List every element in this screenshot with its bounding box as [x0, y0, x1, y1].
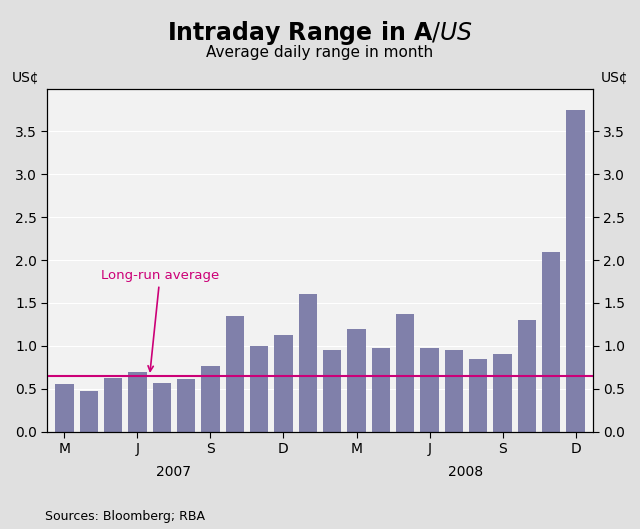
Bar [226, 316, 244, 432]
Bar [396, 314, 414, 432]
Text: US¢: US¢ [600, 71, 628, 85]
Bar [55, 385, 74, 432]
Bar [250, 346, 268, 432]
Text: Average daily range in month: Average daily range in month [207, 45, 433, 60]
Bar [469, 359, 487, 432]
Bar [348, 329, 365, 432]
Text: 2008: 2008 [449, 465, 484, 479]
Bar [153, 382, 171, 432]
Bar [323, 350, 341, 432]
Bar [445, 350, 463, 432]
Bar [566, 110, 585, 432]
Text: US¢: US¢ [12, 71, 40, 85]
Bar [275, 335, 292, 432]
Bar [542, 251, 561, 432]
Bar [202, 366, 220, 432]
Bar [104, 378, 122, 432]
Bar [420, 349, 438, 432]
Bar [372, 349, 390, 432]
Text: Long-run average: Long-run average [101, 269, 220, 371]
Bar [129, 371, 147, 432]
Bar [177, 379, 195, 432]
Text: Sources: Bloomberg; RBA: Sources: Bloomberg; RBA [45, 509, 205, 523]
Text: 2007: 2007 [156, 465, 191, 479]
Bar [299, 295, 317, 432]
Bar [493, 354, 511, 432]
Bar [79, 391, 98, 432]
Bar [518, 320, 536, 432]
Text: Intraday Range in A$/US$: Intraday Range in A$/US$ [167, 19, 473, 47]
